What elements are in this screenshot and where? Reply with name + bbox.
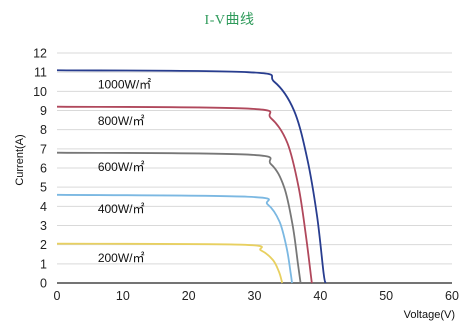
y-tick-label: 6 [40,162,47,176]
series-label: 400W/㎡ [98,202,145,216]
series-label: 600W/㎡ [98,160,145,174]
y-tick-label: 0 [40,277,47,291]
series-label: 800W/㎡ [98,114,145,128]
x-axis-label: Voltage(V) [404,309,455,321]
series-line [56,105,313,284]
y-tick-label: 11 [34,66,47,80]
y-axis-label: Current(A) [14,134,26,185]
series-line [56,193,293,284]
series-line [56,69,327,284]
x-tick-label: 50 [379,289,393,303]
y-tick-label: 5 [40,181,47,195]
y-tick-label: 8 [40,123,47,137]
y-tick-label: 2 [40,238,47,252]
y-tick-label: 9 [40,104,47,118]
x-tick-label: 20 [182,289,196,303]
x-tick-label: 30 [248,289,262,303]
series-line [56,242,284,284]
y-tick-label: 3 [40,219,47,233]
series-label: 1000W/㎡ [98,77,151,91]
chart-title: I-V曲线 [204,13,255,28]
series-line [56,151,302,284]
series-label: 200W/㎡ [98,251,145,265]
y-tick-label: 7 [40,142,47,156]
x-tick-label: 10 [116,289,130,303]
y-tick-label: 1 [40,257,47,271]
y-tick-label: 10 [33,85,47,99]
y-tick-label: 4 [40,200,47,214]
y-tick-label: 12 [33,47,47,61]
x-tick-label: 60 [445,289,459,303]
x-tick-label: 0 [54,289,61,303]
x-tick-label: 40 [313,289,327,303]
